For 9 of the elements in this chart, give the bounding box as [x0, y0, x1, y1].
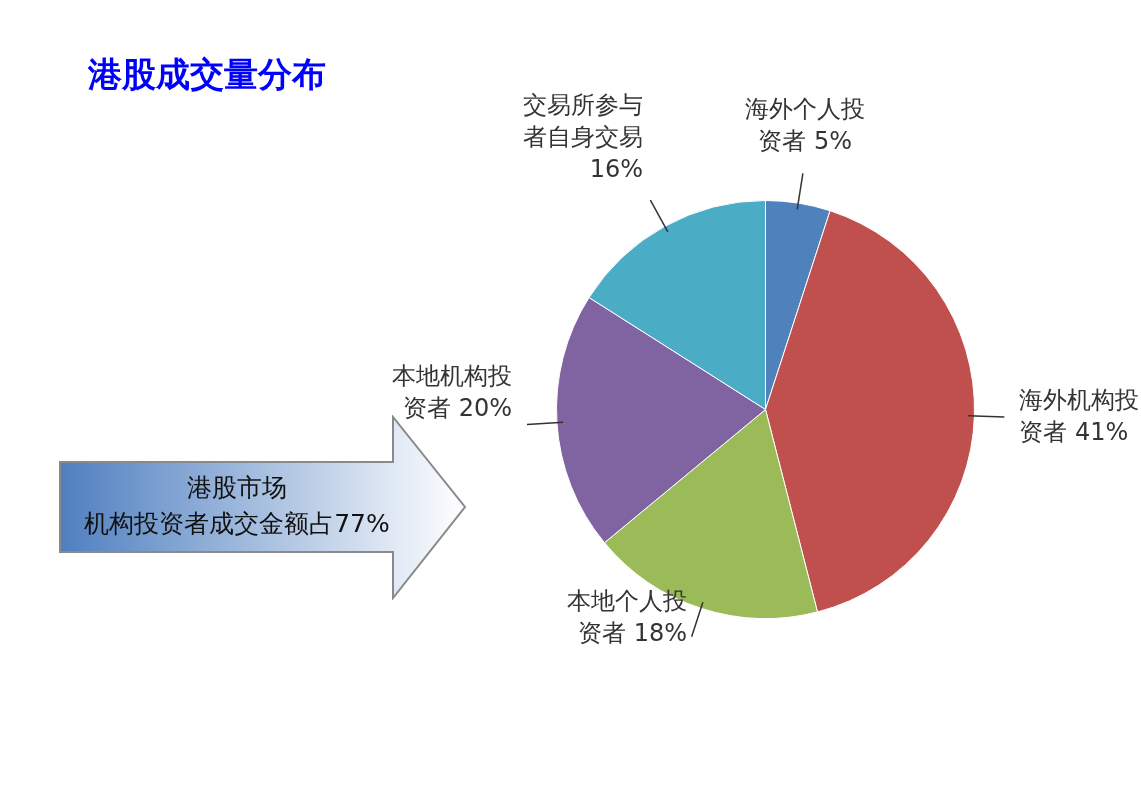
text: 港股市场 [186, 472, 288, 504]
chart-title: 港股成交量分布 [88, 53, 326, 96]
text: 机构投资者成交金额占77% [83, 508, 391, 540]
data-label: 16% [589, 155, 644, 184]
slice-label: 交易所参与者自身交易 [523, 91, 644, 152]
slice-label: 海外个人投资者 5% [745, 94, 866, 155]
slice-label: 本地个人投资者 18% [567, 587, 688, 648]
slice-label: 本地机构投资者 20% [392, 361, 512, 422]
slice-label: 海外机构投资者 41% [1019, 385, 1140, 446]
